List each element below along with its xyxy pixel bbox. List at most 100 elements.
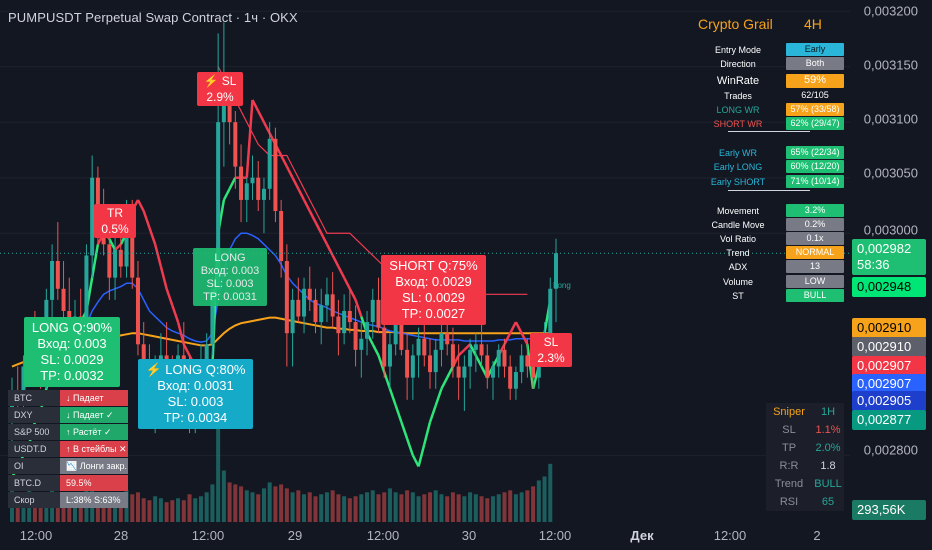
panel-row: WinRate 59% [690, 73, 848, 88]
sniper-header: Sniper 1H [766, 403, 844, 421]
supertrend-segment [337, 265, 346, 279]
candle-body [353, 322, 358, 350]
volume-bar [387, 488, 392, 522]
panel-row-label: Volume [722, 276, 754, 287]
macro-value: ↓ Падает ✓ [60, 407, 128, 423]
supertrend-segment [520, 332, 529, 345]
candle-body [330, 294, 335, 317]
candle-body [513, 372, 518, 389]
time-tick: 12:00 [191, 528, 225, 543]
candle-body [479, 344, 484, 356]
volume-bar [433, 490, 438, 522]
long-1-line: LONG Q:90% [31, 320, 113, 335]
panel-row-value: NORMAL [786, 246, 844, 259]
last-price-label: 0,002982 [852, 239, 926, 259]
sniper-label: Trend [774, 478, 804, 490]
price-tick: 0,003200 [863, 3, 918, 19]
sniper-row: TP 2.0% [766, 439, 844, 457]
candle-body [135, 277, 140, 345]
volume-bar [296, 490, 301, 522]
volume-bar [193, 498, 198, 522]
supertrend-segment [302, 199, 311, 212]
volume-bar [187, 494, 192, 522]
volume-bar [416, 496, 421, 522]
panel-row-label: LONG WR [716, 104, 760, 115]
volume-bar [410, 492, 415, 522]
volume-bar [519, 492, 524, 522]
time-tick: 29 [287, 528, 303, 543]
supertrend-segment [314, 221, 323, 234]
volume-bar [147, 500, 152, 522]
sniper-timeframe: 1H [820, 406, 836, 418]
sniper-row: R:R 1.8 [766, 457, 844, 475]
supertrend-segment [457, 348, 466, 357]
candle-body [393, 322, 398, 345]
macro-table: BTC ↓ Падает DXY ↓ Падает ✓ S&P 500 ↑ Растёт … [8, 390, 128, 509]
supertrend-segment [251, 99, 260, 112]
macro-value: ↑ В стейблы ✕ [60, 441, 128, 457]
candle-body [221, 99, 226, 123]
volume-bar [536, 480, 541, 522]
volume-bar [38, 500, 43, 522]
supertrend-segment [171, 305, 180, 323]
volume-bar [525, 490, 530, 522]
panel-row: ADX 13 [690, 260, 848, 273]
volume-bar [261, 488, 266, 522]
candle-body [239, 166, 244, 200]
macro-label: BTC [8, 390, 60, 406]
volume-bar [32, 494, 37, 522]
candle-body [376, 299, 381, 328]
sniper-label: RSI [779, 496, 799, 508]
panel-row-value: BULL [786, 289, 844, 302]
tr-label: TR 0.5% [94, 204, 136, 238]
long-2-line: SL: 0.003 [167, 394, 224, 409]
time-axis[interactable]: 12:00 28 12:00 29 12:00 30 12:00 Дек 12:… [0, 522, 850, 550]
sniper-value: 65 [821, 496, 835, 508]
supertrend-segment [291, 177, 300, 190]
panel-row-value: 57% (33/58) [786, 103, 844, 116]
macro-value: L:38% S:63% [60, 492, 128, 508]
volume-bar [216, 427, 221, 522]
volume-bar [468, 492, 473, 522]
candle-body [450, 344, 455, 367]
short-line: TP: 0.0027 [401, 306, 466, 321]
candle-body [210, 288, 215, 345]
candle-body [387, 344, 392, 367]
crypto-grail-panel: Crypto Grail 4H Entry Mode Early Direction… [690, 14, 848, 304]
panel-row-label: Entry Mode [714, 44, 762, 55]
long-3-line: LONG [214, 252, 246, 264]
supertrend-segment [280, 154, 288, 168]
panel-row: ST BULL [690, 289, 848, 302]
candle-body [359, 338, 364, 350]
volume-bar [113, 500, 118, 522]
supertrend-segment [440, 377, 449, 390]
volume-bar [233, 484, 238, 522]
supertrend-segment [463, 343, 471, 351]
panel-row-label: Early LONG [713, 161, 763, 172]
volume-bar [302, 494, 307, 522]
volume-bar [336, 494, 341, 522]
long-3-line: Вход: 0.003 [200, 265, 260, 277]
panel-row: Early SHORT 71% (10/14) [690, 175, 848, 188]
volume-bar [273, 486, 278, 522]
volume-bar [135, 492, 140, 522]
volume-bar [284, 488, 289, 522]
volume-bar [181, 500, 186, 522]
price-axis[interactable]: 0,003200 0,003150 0,003100 0,003050 0,00… [850, 0, 932, 522]
supertrend-segment [377, 354, 386, 373]
volume-bar [55, 494, 60, 522]
long-1-line: TP: 0.0032 [40, 368, 104, 383]
panel-row-label: ADX [728, 261, 748, 272]
sl-right-line: 2.3% [537, 351, 565, 365]
volume-bar [15, 496, 20, 522]
candle-body [216, 122, 221, 289]
sniper-label: TP [781, 442, 797, 454]
price-tick: 0,003150 [863, 57, 918, 73]
supertrend-segment [383, 371, 392, 390]
volume-bar [210, 484, 215, 522]
volume-bar [107, 498, 112, 522]
long-small-label: Long [553, 281, 571, 290]
macro-row: BTC.D 59.5% [8, 475, 128, 491]
volume-bar [353, 496, 358, 522]
volume-bar [531, 486, 536, 522]
